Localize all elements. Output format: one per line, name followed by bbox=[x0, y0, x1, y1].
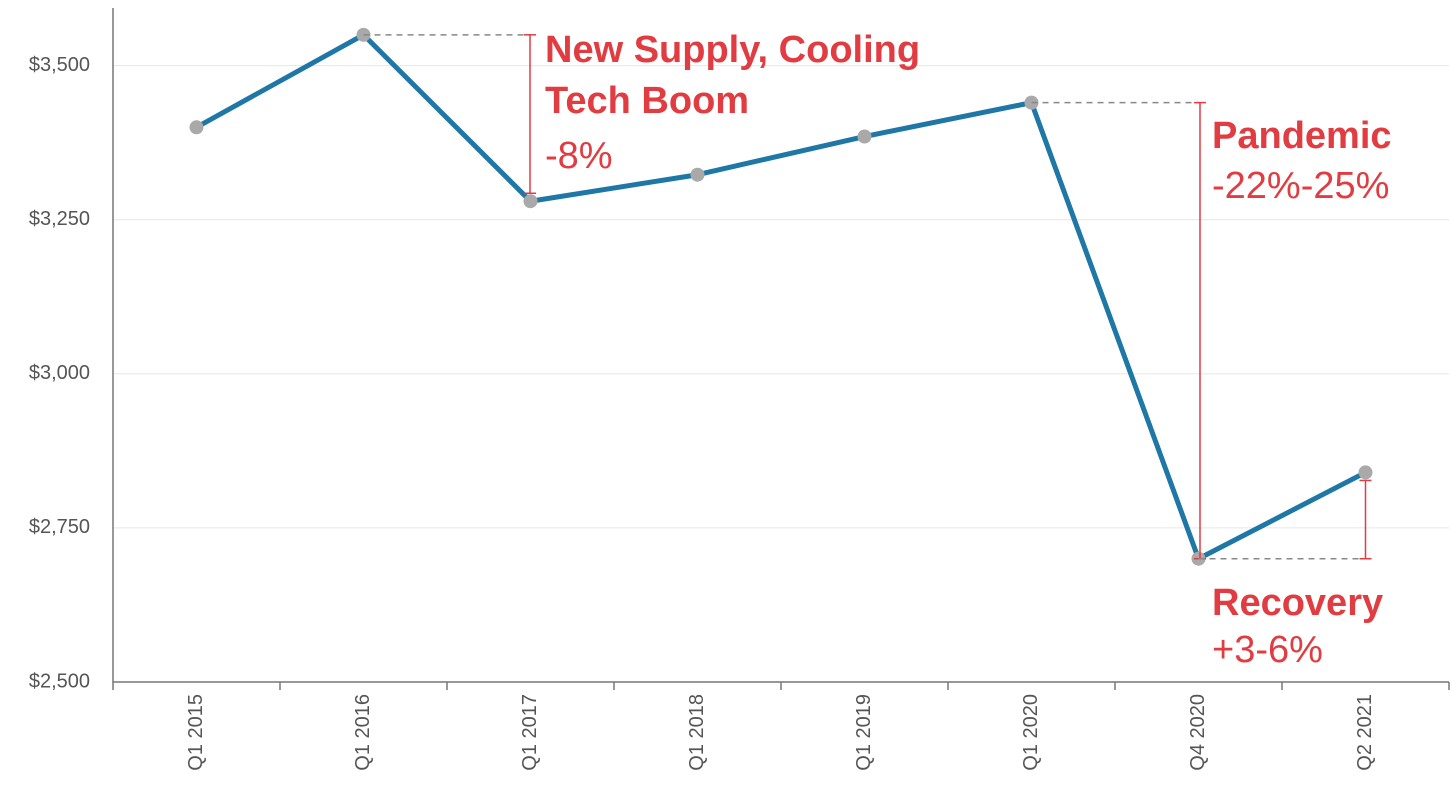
y-tick-label: $3,250 bbox=[29, 208, 90, 230]
y-tick-label: $3,000 bbox=[29, 362, 90, 384]
y-tick-label: $3,500 bbox=[29, 54, 90, 76]
x-tick-label: Q1 2019 bbox=[853, 694, 875, 771]
x-tick-label: Q1 2016 bbox=[352, 694, 374, 771]
x-tick-label: Q1 2017 bbox=[519, 694, 541, 771]
x-tick-label: Q1 2015 bbox=[185, 694, 207, 771]
point bbox=[857, 129, 872, 144]
point bbox=[690, 167, 705, 182]
annotation: Pandemic bbox=[1212, 115, 1392, 157]
y-tick-label: $2,750 bbox=[29, 516, 90, 538]
y-tick-label: $2,500 bbox=[29, 670, 90, 692]
x-tick-label: Q1 2018 bbox=[686, 694, 708, 771]
x-tick-label: Q4 2020 bbox=[1187, 694, 1209, 771]
x-tick-label: Q1 2020 bbox=[1020, 694, 1042, 771]
point bbox=[189, 120, 204, 135]
annotation: -8% bbox=[545, 135, 613, 177]
x-tick-label: Q2 2021 bbox=[1354, 694, 1376, 771]
annotation: Tech Boom bbox=[545, 80, 749, 122]
line bbox=[195, 32, 1367, 562]
annotation: Recovery bbox=[1212, 582, 1383, 624]
point bbox=[523, 194, 538, 209]
point bbox=[1358, 465, 1373, 480]
annotation: +3-6% bbox=[1212, 629, 1323, 671]
annotation: New Supply, Cooling bbox=[545, 29, 920, 71]
annotation: -22%-25% bbox=[1212, 165, 1389, 207]
